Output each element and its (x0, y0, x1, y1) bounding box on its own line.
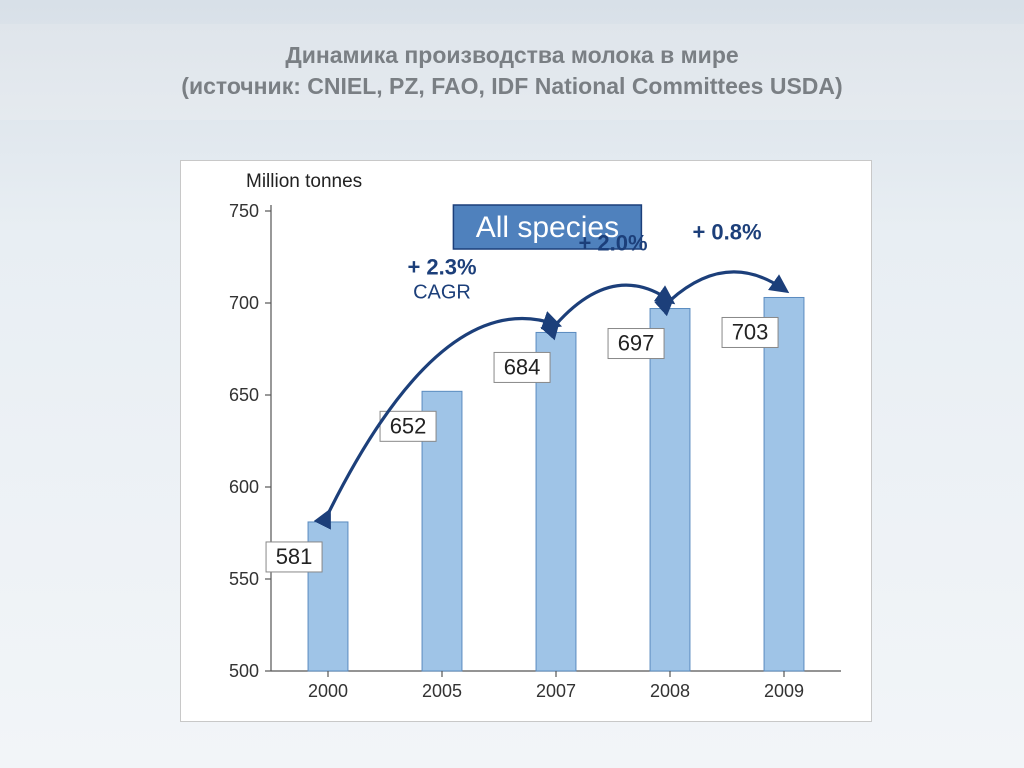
value-label: 697 (618, 331, 655, 356)
growth-annotation: + 2.0% (578, 231, 647, 256)
x-tick-label: 2008 (650, 681, 690, 701)
y-tick-label: 550 (229, 569, 259, 589)
value-label: 684 (504, 354, 541, 379)
growth-arrow (670, 272, 784, 301)
title-line-2: (источник: CNIEL, PZ, FAO, IDF National … (181, 73, 842, 99)
x-tick-label: 2009 (764, 681, 804, 701)
y-tick-label: 700 (229, 293, 259, 313)
y-tick-label: 500 (229, 661, 259, 681)
y-tick-label: 650 (229, 385, 259, 405)
x-tick-label: 2005 (422, 681, 462, 701)
value-label: 652 (390, 413, 427, 438)
slide-title: Динамика производства молока в мире (ист… (0, 40, 1024, 102)
y-tick-label: 600 (229, 477, 259, 497)
value-label: 581 (276, 544, 313, 569)
growth-annotation-sub: CAGR (413, 281, 471, 303)
bar (536, 332, 576, 671)
title-line-1: Динамика производства молока в мире (285, 42, 738, 68)
bar (650, 309, 690, 671)
bar (764, 297, 804, 671)
x-tick-label: 2000 (308, 681, 348, 701)
y-axis-label: Million tonnes (246, 171, 362, 192)
x-tick-label: 2007 (536, 681, 576, 701)
bar-chart: Million tonnes 500 550 600 650 700 750 2000 581 2… (181, 161, 871, 721)
growth-annotation: + 0.8% (692, 219, 761, 244)
y-tick-label: 750 (229, 201, 259, 221)
value-label: 703 (732, 319, 769, 344)
chart-panel: Million tonnes 500 550 600 650 700 750 2000 581 2… (180, 160, 872, 722)
growth-annotation: + 2.3% (407, 254, 476, 279)
